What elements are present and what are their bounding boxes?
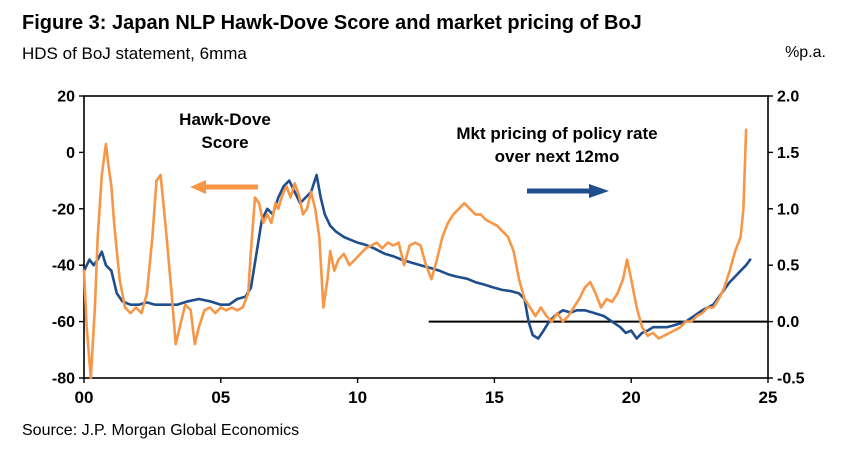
right-axis-unit-label: %p.a. (785, 44, 826, 61)
right-axis-tick-label: 0.5 (777, 258, 799, 275)
x-axis-tick-label: 10 (348, 388, 367, 407)
left-axis-tick-label: 20 (57, 89, 75, 106)
chart-area: 20 0 -20 -40 -60 -80 2.0 1.5 1.0 0.5 0.0 -0.5 00 05 10… (22, 66, 830, 414)
right-axis-tick-label: 1.0 (777, 201, 799, 218)
left-axis-tick-label: 0 (66, 145, 75, 162)
annotation-line: Mkt pricing of policy rate (456, 124, 658, 143)
x-axis-tick-label: 05 (211, 388, 230, 407)
x-axis-tick-label: 00 (75, 388, 94, 407)
plot-frame (83, 95, 769, 379)
x-axis-tick-label: 15 (485, 388, 504, 407)
source-note: Source: J.P. Morgan Global Economics (22, 422, 300, 439)
mkt-pricing-annotation: Mkt pricing of policy rate over next 12m… (382, 122, 732, 168)
left-arrow-head (190, 180, 206, 194)
subtitle-row: HDS of BoJ statement, 6mma %p.a. (22, 44, 832, 64)
right-axis-tick-label: 2.0 (777, 89, 799, 106)
series-line-mkt-pricing (82, 173, 752, 340)
right-axis-tick-label: 1.5 (777, 145, 799, 162)
annotation-line: Score (201, 133, 249, 152)
x-axis-tick-label: 25 (759, 388, 778, 407)
left-axis-tick-label: -20 (52, 201, 75, 218)
right-arrow-head (589, 184, 609, 198)
chart-canvas: 20 0 -20 -40 -60 -80 2.0 1.5 1.0 0.5 0.0 -0.5 00 05 10… (52, 89, 805, 408)
left-axis-tick-label: -60 (52, 314, 75, 331)
left-axis-unit-label: HDS of BoJ statement, 6mma (22, 44, 247, 63)
annotation-line: Hawk-Dove (179, 110, 271, 129)
left-axis-tick-label: -80 (52, 371, 75, 388)
left-axis-tick-label: -40 (52, 258, 75, 275)
left-arrow-icon (190, 180, 258, 194)
right-arrow-icon (527, 184, 609, 198)
right-axis-tick-label: 0.0 (777, 314, 799, 331)
hawk-dove-score-annotation: Hawk-Dove Score (150, 108, 300, 154)
x-axis-tick-label: 20 (622, 388, 641, 407)
figure-title: Figure 3: Japan NLP Hawk-Dove Score and … (22, 12, 642, 34)
annotation-line: over next 12mo (494, 147, 620, 166)
right-axis-tick-label: -0.5 (777, 371, 805, 388)
series-line-hawk-dove-score (82, 128, 748, 380)
figure-container: Figure 3: Japan NLP Hawk-Dove Score and … (22, 12, 832, 439)
